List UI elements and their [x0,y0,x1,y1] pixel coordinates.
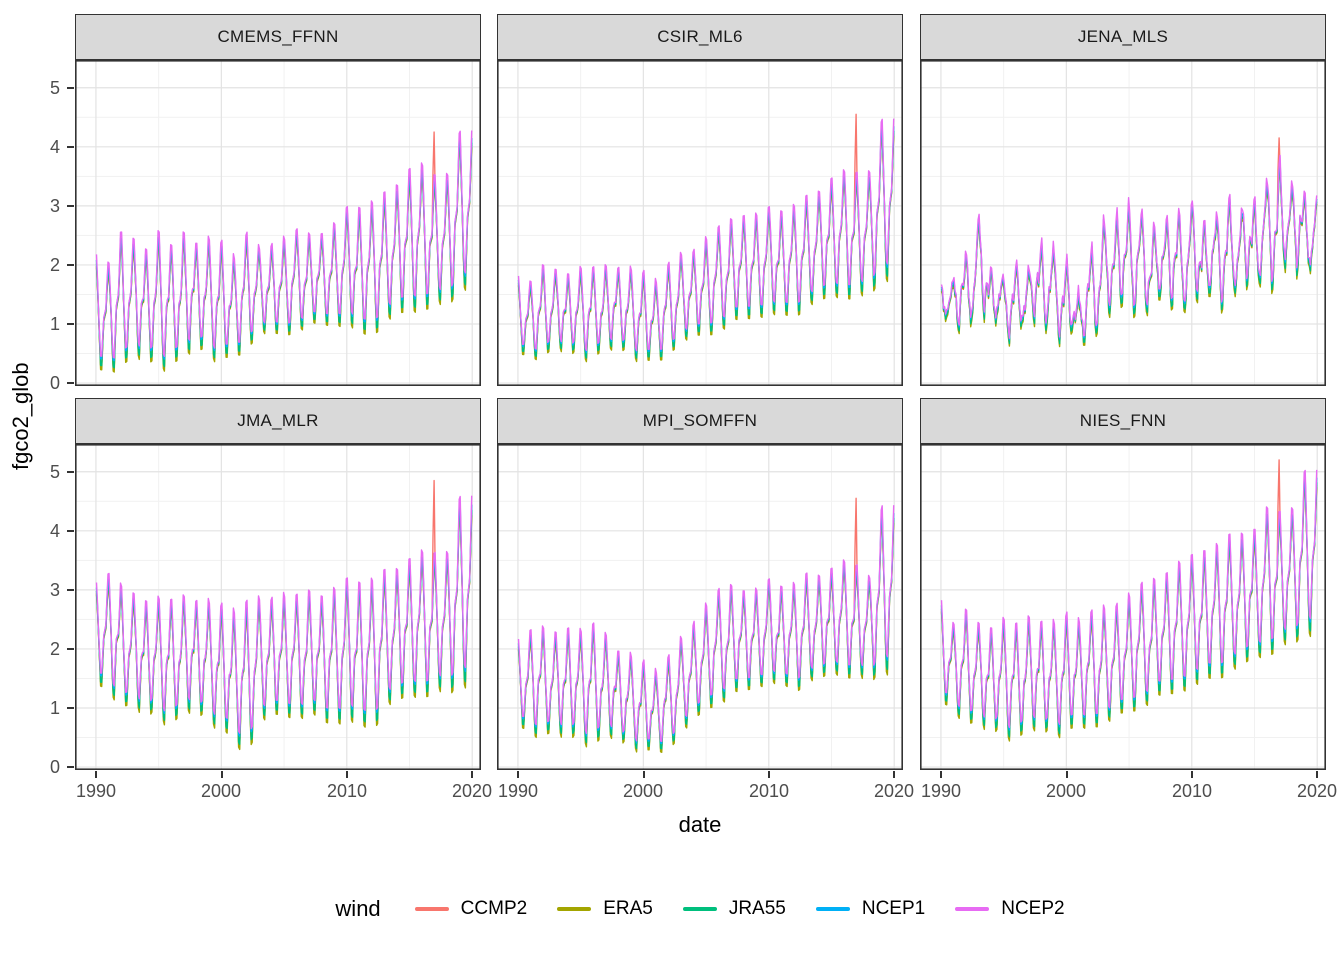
y-tick-mark [67,589,74,591]
y-tick-label: 4 [49,521,60,541]
x-tick-label: 2000 [200,781,242,801]
x-tick-mark [893,771,895,778]
y-tick-mark [67,766,74,768]
facet-panel [920,60,1326,386]
series-line-NCEP2 [95,130,473,359]
legend-item-ERA5: ERA5 [557,898,653,920]
y-tick-mark [67,530,74,532]
legend-item-NCEP2: NCEP2 [955,898,1065,920]
legend: wind CCMP2 ERA5 JRA55 NCEP1 NCEP2 [75,886,1325,932]
y-tick-label: 5 [49,462,60,482]
facet-panel [497,444,903,770]
facet-title: NIES_FNN [1079,411,1167,430]
x-tick-label: 2020 [873,781,915,801]
y-tick-mark [67,382,74,384]
x-tick-label: 1990 [497,781,539,801]
x-tick-label: 1990 [75,781,117,801]
x-tick-label: 1990 [920,781,962,801]
x-tick-mark [95,771,97,778]
legend-label: CCMP2 [460,898,528,919]
facet-strip: CMEMS_FFNN [75,14,481,60]
legend-key-line-icon [557,907,592,911]
y-tick-mark [67,205,74,207]
series-line-NCEP2 [940,469,1318,729]
facet-panel [75,444,481,770]
legend-key-line-icon [682,907,717,911]
x-tick-mark [346,771,348,778]
facet-panel [497,60,903,386]
x-tick-mark [471,771,473,778]
y-tick-label: 1 [49,314,60,334]
legend-label: ERA5 [603,898,653,919]
x-axis-title: date [678,812,722,837]
y-tick-mark [67,323,74,325]
y-tick-mark [67,87,74,89]
series-line-NCEP2 [940,154,1318,339]
legend-item-JRA55: JRA55 [682,898,786,920]
facet-title: CSIR_ML6 [657,27,743,46]
series-line-NCEP2 [517,118,895,352]
y-tick-label: 3 [49,580,60,600]
series-line-NCEP2 [517,505,895,742]
y-tick-mark [67,264,74,266]
x-tick-mark [1316,771,1318,778]
facet-panel [75,60,481,386]
facet-title: CMEMS_FFNN [217,27,339,46]
legend-label: JRA55 [728,898,786,919]
x-tick-label: 2010 [1171,781,1213,801]
x-tick-mark [768,771,770,778]
y-tick-mark [67,146,74,148]
y-tick-mark [67,707,74,709]
facet-title: JENA_MLS [1077,27,1169,46]
legend-item-CCMP2: CCMP2 [414,898,528,920]
y-tick-mark [67,648,74,650]
series-line-NCEP2 [95,495,473,734]
x-tick-label: 2000 [622,781,664,801]
x-tick-label: 2020 [451,781,493,801]
legend-key-line-icon [414,907,449,911]
y-tick-mark [67,471,74,473]
y-tick-label: 0 [49,373,60,393]
y-tick-label: 3 [49,196,60,216]
facet-panel [920,444,1326,770]
x-tick-mark [643,771,645,778]
x-tick-mark [940,771,942,778]
x-tick-mark [517,771,519,778]
legend-title: wind [335,896,381,921]
facet-strip: NIES_FNN [920,398,1326,444]
y-tick-label: 0 [49,757,60,777]
x-tick-mark [221,771,223,778]
x-tick-label: 2020 [1296,781,1338,801]
legend-label: NCEP2 [1001,898,1065,919]
x-tick-label: 2010 [326,781,368,801]
y-tick-label: 2 [49,639,60,659]
legend-items: CCMP2 ERA5 JRA55 NCEP1 NCEP2 [414,898,1065,920]
facet-strip: JENA_MLS [920,14,1326,60]
legend-item-NCEP1: NCEP1 [815,898,926,920]
y-tick-label: 4 [49,137,60,157]
x-tick-mark [1066,771,1068,778]
facet-strip: MPI_SOMFFN [497,398,903,444]
legend-key-line-icon [955,907,990,911]
legend-label: NCEP1 [861,898,926,919]
facet-title: JMA_MLR [237,411,319,430]
facet-strip: CSIR_ML6 [497,14,903,60]
y-tick-label: 2 [49,255,60,275]
facet-title: MPI_SOMFFN [642,411,758,430]
x-tick-label: 2000 [1045,781,1087,801]
legend-key-line-icon [815,907,850,911]
x-tick-label: 2010 [748,781,790,801]
facet-strip: JMA_MLR [75,398,481,444]
y-tick-label: 5 [49,78,60,98]
x-tick-mark [1191,771,1193,778]
y-tick-label: 1 [49,698,60,718]
